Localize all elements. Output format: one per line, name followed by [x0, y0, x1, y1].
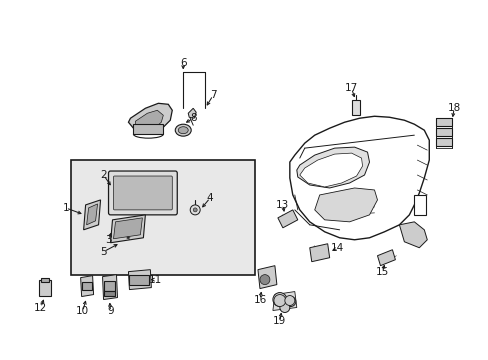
Polygon shape: [135, 110, 163, 130]
Text: 3: 3: [105, 235, 112, 245]
Polygon shape: [299, 153, 362, 187]
Polygon shape: [289, 116, 428, 240]
Text: 1: 1: [62, 203, 69, 213]
Bar: [81, 282, 91, 289]
Bar: [435, 138, 451, 146]
Text: 14: 14: [330, 243, 344, 253]
Polygon shape: [272, 292, 296, 310]
Text: 4: 4: [206, 193, 213, 203]
Text: 11: 11: [148, 275, 162, 285]
Bar: [351, 100, 359, 115]
Text: 18: 18: [447, 103, 460, 113]
Polygon shape: [128, 103, 172, 132]
Polygon shape: [399, 222, 427, 248]
Polygon shape: [188, 108, 196, 118]
Text: 9: 9: [107, 306, 114, 316]
Bar: [435, 128, 451, 136]
Circle shape: [272, 293, 286, 306]
Bar: [41, 278, 49, 282]
Polygon shape: [309, 244, 329, 262]
Polygon shape: [110, 215, 145, 243]
Polygon shape: [128, 270, 151, 289]
Polygon shape: [113, 218, 142, 239]
Text: 19: 19: [273, 316, 286, 327]
Circle shape: [190, 205, 200, 215]
Polygon shape: [296, 147, 369, 188]
Ellipse shape: [175, 124, 191, 136]
Text: 2: 2: [100, 170, 107, 180]
Polygon shape: [83, 200, 101, 230]
Bar: [39, 280, 51, 296]
Text: 17: 17: [344, 84, 358, 93]
Circle shape: [273, 294, 285, 306]
Circle shape: [285, 296, 294, 306]
Text: 8: 8: [189, 113, 196, 123]
Bar: [71, 160, 254, 275]
Ellipse shape: [178, 127, 188, 134]
Circle shape: [260, 275, 269, 285]
Circle shape: [285, 297, 295, 306]
Circle shape: [279, 302, 289, 312]
FancyBboxPatch shape: [113, 176, 172, 210]
Text: 13: 13: [276, 200, 289, 210]
Bar: [103, 291, 115, 296]
FancyBboxPatch shape: [108, 171, 177, 215]
Text: 7: 7: [209, 90, 216, 100]
Bar: [435, 118, 451, 126]
Bar: [133, 124, 163, 134]
Text: 15: 15: [375, 267, 388, 276]
Polygon shape: [81, 276, 93, 297]
Circle shape: [193, 208, 197, 212]
Polygon shape: [377, 250, 395, 266]
Text: 12: 12: [34, 302, 47, 312]
Polygon shape: [102, 275, 117, 300]
Text: 10: 10: [76, 306, 89, 316]
Polygon shape: [258, 266, 276, 289]
Bar: [103, 280, 115, 291]
Text: 5: 5: [100, 247, 107, 257]
Text: 16: 16: [253, 294, 266, 305]
Bar: [413, 195, 426, 215]
Text: 6: 6: [180, 58, 186, 68]
Bar: [129, 275, 149, 285]
Polygon shape: [277, 210, 297, 228]
Polygon shape: [314, 188, 377, 222]
Polygon shape: [86, 204, 98, 225]
